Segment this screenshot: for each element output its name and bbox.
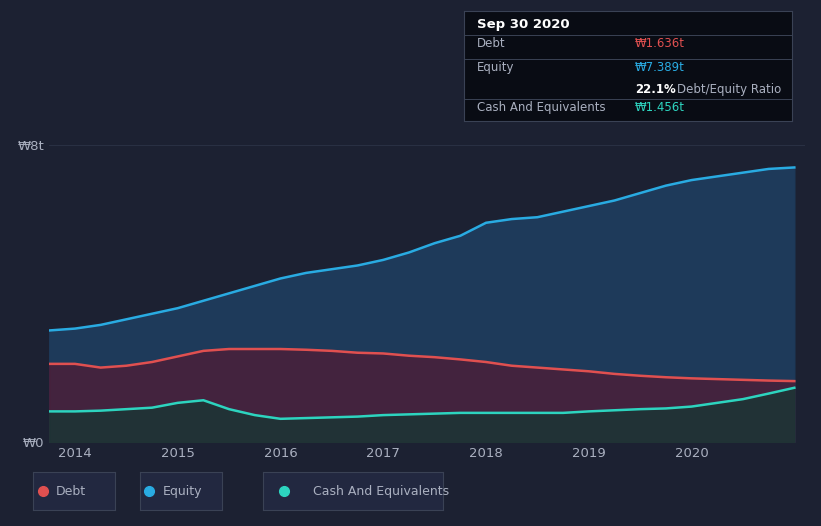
- Text: ₩1.456t: ₩1.456t: [635, 101, 685, 114]
- Text: Equity: Equity: [163, 485, 202, 498]
- Text: Debt: Debt: [477, 37, 506, 50]
- Text: Cash And Equivalents: Cash And Equivalents: [314, 485, 449, 498]
- Text: Debt: Debt: [56, 485, 86, 498]
- Text: ₩7.389t: ₩7.389t: [635, 62, 685, 74]
- Text: 22.1%: 22.1%: [635, 84, 676, 96]
- Text: Equity: Equity: [477, 62, 515, 74]
- Text: Cash And Equivalents: Cash And Equivalents: [477, 101, 606, 114]
- Text: Debt/Equity Ratio: Debt/Equity Ratio: [677, 84, 782, 96]
- Text: Sep 30 2020: Sep 30 2020: [477, 18, 570, 31]
- Text: ₩1.636t: ₩1.636t: [635, 37, 685, 50]
